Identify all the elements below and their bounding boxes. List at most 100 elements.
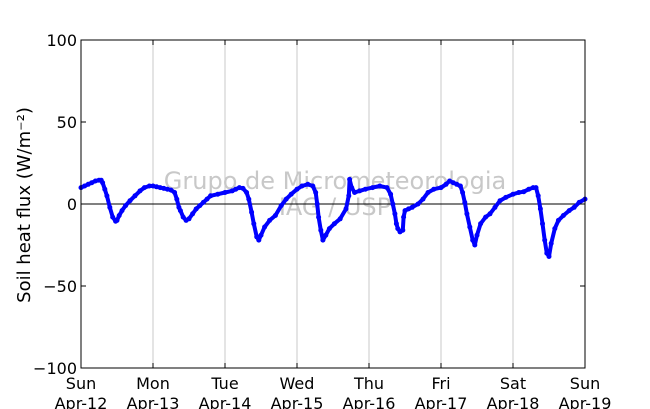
data-point (470, 237, 476, 243)
x-tick-label-day: Fri (431, 374, 450, 393)
data-point (323, 232, 329, 238)
data-point (516, 190, 522, 195)
data-point (320, 237, 326, 243)
data-point (104, 193, 110, 199)
data-point (283, 196, 289, 202)
y-tick-label: 50 (57, 113, 77, 132)
data-point (305, 181, 311, 187)
data-point (102, 186, 108, 192)
data-point (244, 190, 250, 195)
data-point (267, 217, 273, 223)
data-point (119, 208, 125, 214)
x-tick-label-day: Mon (136, 374, 170, 393)
data-point (474, 232, 480, 238)
data-point (240, 185, 246, 191)
data-point (258, 232, 264, 238)
data-point (347, 176, 353, 182)
data-point (180, 214, 186, 220)
data-point (215, 191, 221, 197)
data-point (409, 204, 415, 210)
data-layer (78, 176, 588, 259)
data-point (431, 186, 437, 192)
data-point (246, 196, 252, 202)
data-point (137, 188, 143, 194)
data-point (256, 237, 262, 243)
data-point (388, 191, 394, 197)
data-point (467, 224, 473, 230)
x-tick-label-date: Apr-15 (271, 394, 324, 409)
data-point (316, 214, 322, 220)
data-point (384, 185, 390, 191)
data-point (362, 186, 368, 192)
data-point (127, 198, 133, 204)
data-point (548, 240, 554, 246)
x-tick-label-date: Apr-12 (55, 394, 108, 409)
data-point (377, 183, 383, 189)
data-point (462, 199, 468, 205)
data-point (546, 254, 552, 259)
data-point (146, 183, 152, 189)
data-point (100, 180, 106, 186)
data-point (200, 199, 206, 205)
watermark-line-2: IAG / USP (279, 193, 391, 221)
data-point (497, 198, 503, 204)
data-point (116, 213, 122, 218)
data-point (331, 221, 337, 227)
data-point (326, 226, 332, 232)
data-point (318, 227, 324, 233)
y-tick-label: −100 (33, 359, 77, 378)
data-point (190, 211, 196, 217)
y-tick-label: 0 (67, 195, 77, 214)
data-point (492, 204, 498, 210)
x-tick-label-date: Apr-19 (559, 394, 612, 409)
data-point (487, 211, 493, 217)
data-point (114, 217, 120, 223)
data-point (503, 194, 509, 200)
data-point (393, 221, 399, 227)
data-point (132, 193, 138, 199)
data-point (310, 183, 316, 189)
data-point (222, 190, 228, 195)
data-point (177, 208, 183, 214)
x-tick-label-date: Apr-16 (343, 394, 396, 409)
data-point (172, 190, 178, 195)
data-point (349, 185, 355, 191)
x-tick-label-date: Apr-14 (199, 394, 252, 409)
data-point (193, 206, 199, 212)
data-point (560, 213, 566, 218)
data-point (343, 206, 349, 212)
data-point (542, 237, 548, 243)
data-point (288, 191, 294, 197)
y-axis-label: Soil heat flux (W/m⁻²) (14, 107, 35, 303)
data-point (415, 201, 421, 207)
data-point (357, 188, 363, 194)
data-point (174, 196, 180, 202)
x-tick-label-date: Apr-18 (487, 394, 540, 409)
x-tick-label-day: Tue (210, 374, 238, 393)
data-point (537, 206, 543, 212)
data-point (352, 190, 358, 195)
x-tick-label-day: Thu (353, 374, 384, 393)
data-point (208, 193, 214, 199)
data-point (262, 224, 268, 230)
data-point (533, 185, 539, 191)
data-point (107, 204, 113, 210)
data-point (555, 217, 561, 223)
data-point (346, 193, 352, 199)
data-point (168, 187, 174, 193)
data-point (526, 186, 532, 192)
data-point (251, 221, 257, 227)
data-point (392, 211, 398, 217)
data-point (314, 201, 320, 207)
data-point (390, 201, 396, 207)
data-point (464, 211, 470, 217)
data-point (370, 185, 376, 191)
data-point (110, 214, 116, 220)
data-point (204, 196, 210, 202)
data-point (420, 196, 426, 202)
data-point (313, 190, 319, 195)
data-point (123, 203, 129, 209)
data-point (186, 216, 192, 222)
data-point (278, 203, 284, 209)
y-tick-label: 100 (46, 31, 77, 50)
